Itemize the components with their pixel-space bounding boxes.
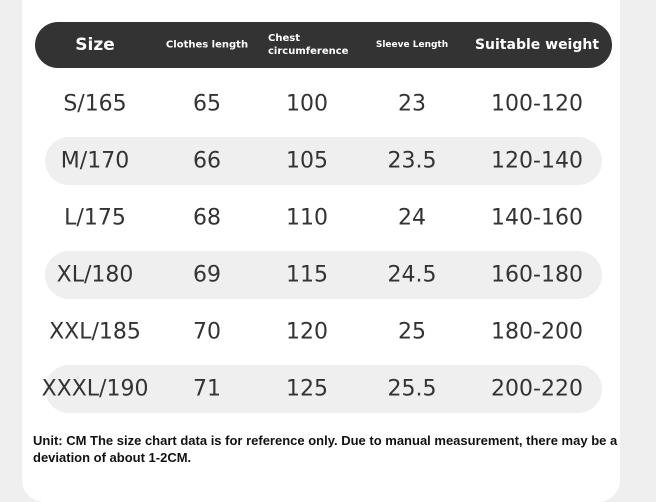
table-cell: 66: [193, 148, 221, 174]
table-cell: 180-200: [491, 319, 583, 345]
header-cell: Clothes length: [165, 39, 249, 51]
table-cell: L/175: [64, 205, 126, 231]
table-cell: XXL/185: [49, 319, 141, 345]
table-cell: 68: [193, 205, 221, 231]
row-stripe: [45, 251, 602, 299]
table-cell: M/170: [60, 148, 130, 174]
header-cell: Sleeve Length: [375, 40, 449, 50]
table-cell: XXXL/190: [41, 376, 149, 402]
header-cell: Suitable weight: [474, 37, 600, 53]
table-cell: 125: [286, 376, 328, 402]
table-cell: 24.5: [387, 262, 437, 288]
table-cell: 65: [193, 91, 221, 117]
table-cell: 25.5: [387, 376, 437, 402]
table-cell: XL/180: [56, 262, 134, 288]
page: Size Clothes length Chest circumference Sle…: [22, 0, 620, 502]
table-cell: 100: [286, 91, 328, 117]
header-cell: Chest circumference: [268, 33, 349, 57]
table-cell: 71: [193, 376, 221, 402]
table-cell: S/165: [63, 91, 127, 117]
table-cell: 23: [398, 91, 426, 117]
row-stripe: [45, 365, 602, 413]
table-cell: 70: [193, 319, 221, 345]
header-cell: Size: [75, 35, 115, 55]
table-cell: 24: [398, 205, 426, 231]
table-cell: 160-180: [491, 262, 583, 288]
table-cell: 140-160: [491, 205, 583, 231]
table-cell: 120-140: [491, 148, 583, 174]
note: Unit: CM The size chart data is for refe…: [33, 433, 618, 465]
table-cell: 100-120: [491, 91, 583, 117]
table-cell: 110: [286, 205, 328, 231]
row-stripe: [45, 137, 602, 185]
header-bar: [35, 22, 612, 68]
table-cell: 120: [286, 319, 328, 345]
table-cell: 69: [193, 262, 221, 288]
table-cell: 115: [286, 262, 328, 288]
table-cell: 105: [286, 148, 328, 174]
table-cell: 25: [398, 319, 426, 345]
table-cell: 200-220: [491, 376, 583, 402]
table-cell: 23.5: [387, 148, 437, 174]
